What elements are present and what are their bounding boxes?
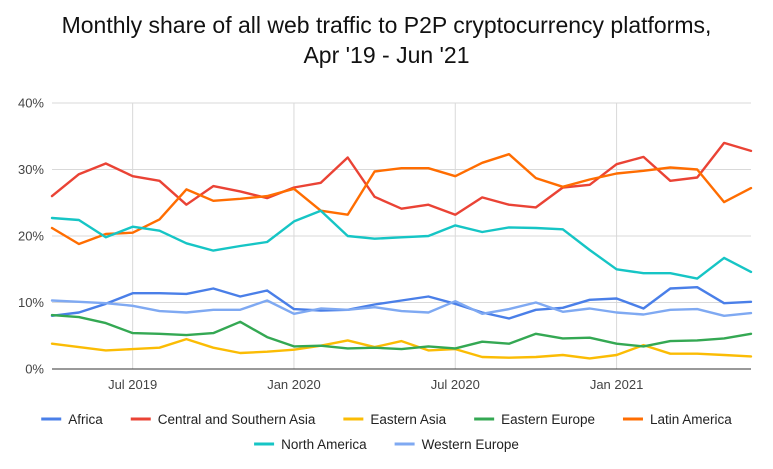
legend-label: Western Europe — [422, 437, 519, 452]
legend-label: Eastern Asia — [370, 412, 446, 427]
chart-title-line-2: Apr '19 - Jun '21 — [303, 42, 470, 68]
legend-item-eastern-europe: Eastern Europe — [474, 412, 595, 427]
series-line-north-america — [50, 209, 753, 280]
legend-item-western-europe: Western Europe — [394, 437, 519, 452]
gridlines — [52, 102, 751, 369]
series-line-central-and-southern-asia — [50, 141, 753, 216]
axes: 0% 10% 20% 30% 40% Jul 2019 Jan 2020 Jul 2020 Ja… — [18, 96, 751, 392]
series-line-eastern-asia — [50, 337, 753, 360]
legend-label: Latin America — [650, 412, 732, 427]
series-line-latin-america — [50, 152, 753, 246]
series-line-eastern-europe — [50, 313, 753, 351]
legend-item-north-america: North America — [254, 437, 367, 452]
legend: Africa Central and Southern Asia Eastern A… — [41, 412, 732, 452]
x-tick-label: Jan 2021 — [590, 377, 644, 392]
legend-item-africa: Africa — [41, 412, 103, 427]
legend-item-latin-america: Latin America — [622, 412, 732, 427]
series-lines — [50, 141, 753, 360]
chart-title-line-1: Monthly share of all web traffic to P2P … — [61, 12, 712, 38]
legend-label: Africa — [68, 412, 103, 427]
y-tick-label: 10% — [18, 295, 44, 310]
x-tick-label: Jul 2019 — [108, 377, 157, 392]
legend-label: Eastern Europe — [501, 412, 595, 427]
y-tick-label: 20% — [18, 229, 44, 244]
y-tick-label: 0% — [25, 362, 44, 377]
y-tick-label: 40% — [18, 96, 44, 111]
legend-item-central-and-southern-asia: Central and Southern Asia — [130, 412, 316, 427]
chart-title: Monthly share of all web traffic to P2P … — [0, 10, 773, 70]
legend-label: North America — [281, 437, 367, 452]
series-line-africa — [50, 286, 753, 320]
x-tick-label: Jan 2020 — [267, 377, 321, 392]
y-tick-label: 30% — [18, 162, 44, 177]
legend-item-eastern-asia: Eastern Asia — [343, 412, 447, 427]
x-tick-label: Jul 2020 — [431, 377, 480, 392]
series-line-western-europe — [50, 299, 753, 317]
legend-label: Central and Southern Asia — [158, 412, 316, 427]
